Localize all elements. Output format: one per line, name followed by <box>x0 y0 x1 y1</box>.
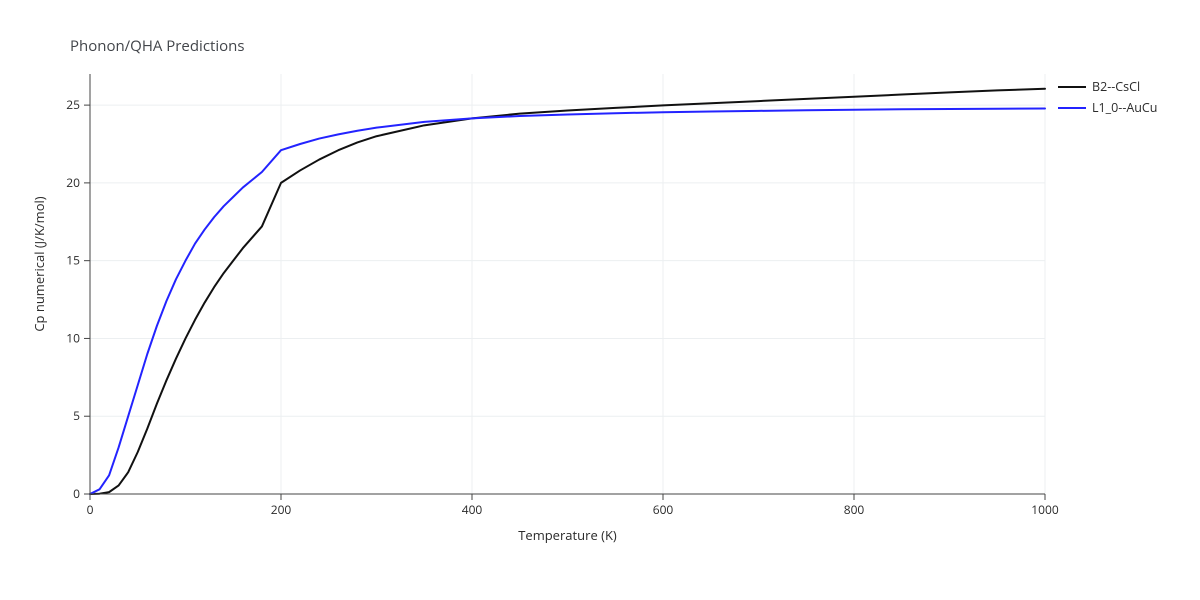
legend-swatch <box>1058 107 1086 109</box>
legend-swatch <box>1058 86 1086 88</box>
y-tick-label: 5 <box>73 407 80 424</box>
series-L1_0--AuCu <box>90 109 1045 494</box>
legend-label: B2--CsCl <box>1092 78 1140 95</box>
x-tick-label: 400 <box>462 501 483 518</box>
x-tick-label: 0 <box>87 501 94 518</box>
y-tick-label: 15 <box>66 252 80 269</box>
x-tick-label: 600 <box>653 501 674 518</box>
y-axis-label: Cp numerical (J/K/mol) <box>30 164 48 364</box>
chart-container: Phonon/QHA Predictions 02004006008001000… <box>0 0 1200 600</box>
x-tick-label: 200 <box>271 501 292 518</box>
y-tick-label: 25 <box>66 96 80 113</box>
y-tick-label: 20 <box>66 174 80 191</box>
legend-item[interactable]: B2--CsCl <box>1058 78 1157 95</box>
x-tick-label: 1000 <box>1031 501 1059 518</box>
plot-area: 0 200 400 600 800 1000 0 5 10 15 20 25 <box>40 64 1075 544</box>
chart-title: Phonon/QHA Predictions <box>70 36 245 56</box>
y-tick-label: 0 <box>73 485 80 502</box>
x-tick-label: 800 <box>844 501 865 518</box>
y-tick-label: 10 <box>66 329 80 346</box>
x-axis-label: Temperature (K) <box>508 526 628 544</box>
legend-label: L1_0--AuCu <box>1092 99 1157 116</box>
legend-item[interactable]: L1_0--AuCu <box>1058 99 1157 116</box>
series-B2--CsCl <box>90 89 1045 494</box>
legend: B2--CsCl L1_0--AuCu <box>1058 78 1157 120</box>
